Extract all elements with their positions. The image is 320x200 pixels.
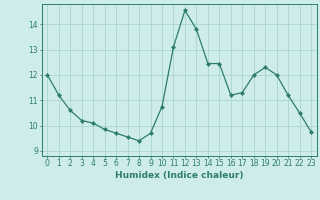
X-axis label: Humidex (Indice chaleur): Humidex (Indice chaleur) xyxy=(115,171,244,180)
